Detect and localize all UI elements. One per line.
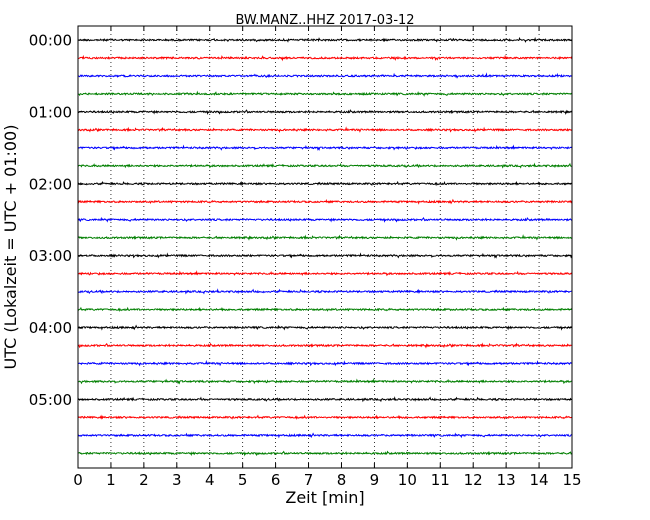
- trace-19: [77, 359, 572, 367]
- y-axis-label: UTC (Lokalzeit = UTC + 01:00): [1, 125, 20, 370]
- x-tick-label: 3: [172, 471, 182, 489]
- x-tick-label: 13: [497, 471, 516, 489]
- y-tick-label: 01:00: [29, 103, 72, 121]
- trace-5: [77, 109, 572, 116]
- x-tick-label: 6: [271, 471, 281, 489]
- trace-2: [77, 54, 573, 62]
- trace-18: [77, 342, 572, 349]
- trace-15: [77, 288, 572, 295]
- x-tick-label: 1: [106, 471, 116, 489]
- x-axis-label: Zeit [min]: [285, 488, 364, 507]
- trace-21: [77, 396, 572, 403]
- x-axis-ticks: 0 1 2 3 4 5 6 7 8 9 10 11 12 13 14 15: [73, 26, 582, 489]
- trace-9: [77, 180, 572, 187]
- x-tick-label: 7: [304, 471, 314, 489]
- trace-20: [77, 377, 572, 385]
- trace-13: [77, 252, 573, 259]
- y-tick-label: 05:00: [29, 391, 72, 409]
- trace-10: [77, 198, 573, 205]
- trace-8: [77, 162, 572, 169]
- x-tick-label: 2: [139, 471, 149, 489]
- y-tick-label: 04:00: [29, 319, 72, 337]
- trace-22: [77, 414, 572, 420]
- trace-24: [77, 450, 573, 457]
- x-tick-label: 4: [205, 471, 215, 489]
- trace-3: [77, 72, 572, 79]
- chart-title: BW.MANZ..HHZ 2017-03-12: [235, 13, 414, 28]
- x-tick-label: 8: [337, 471, 347, 489]
- x-tick-label: 15: [562, 471, 581, 489]
- x-tick-label: 14: [530, 471, 549, 489]
- x-tick-label: 10: [398, 471, 417, 489]
- x-tick-label: 5: [238, 471, 248, 489]
- y-tick-label: 00:00: [29, 32, 72, 50]
- x-tick-label: 0: [73, 471, 83, 489]
- trace-7: [77, 144, 573, 151]
- trace-23: [77, 432, 572, 439]
- trace-11: [77, 216, 573, 223]
- x-tick-label: 9: [370, 471, 380, 489]
- x-tick-label: 12: [464, 471, 483, 489]
- trace-12: [77, 234, 572, 241]
- x-tick-label: 11: [431, 471, 450, 489]
- trace-16: [77, 306, 573, 313]
- vertical-grid: [110, 26, 540, 468]
- plot-frame: [77, 25, 573, 469]
- trace-4: [77, 90, 573, 97]
- trace-17: [77, 324, 572, 331]
- trace-1: [77, 36, 573, 43]
- y-axis-ticks: 00:00 01:00 02:00 03:00 04:00 05:00: [29, 32, 572, 409]
- y-tick-label: 02:00: [29, 175, 72, 193]
- y-tick-label: 03:00: [29, 247, 72, 265]
- trace-6: [77, 126, 572, 133]
- trace-14: [77, 270, 573, 277]
- seismic-traces: [77, 36, 573, 457]
